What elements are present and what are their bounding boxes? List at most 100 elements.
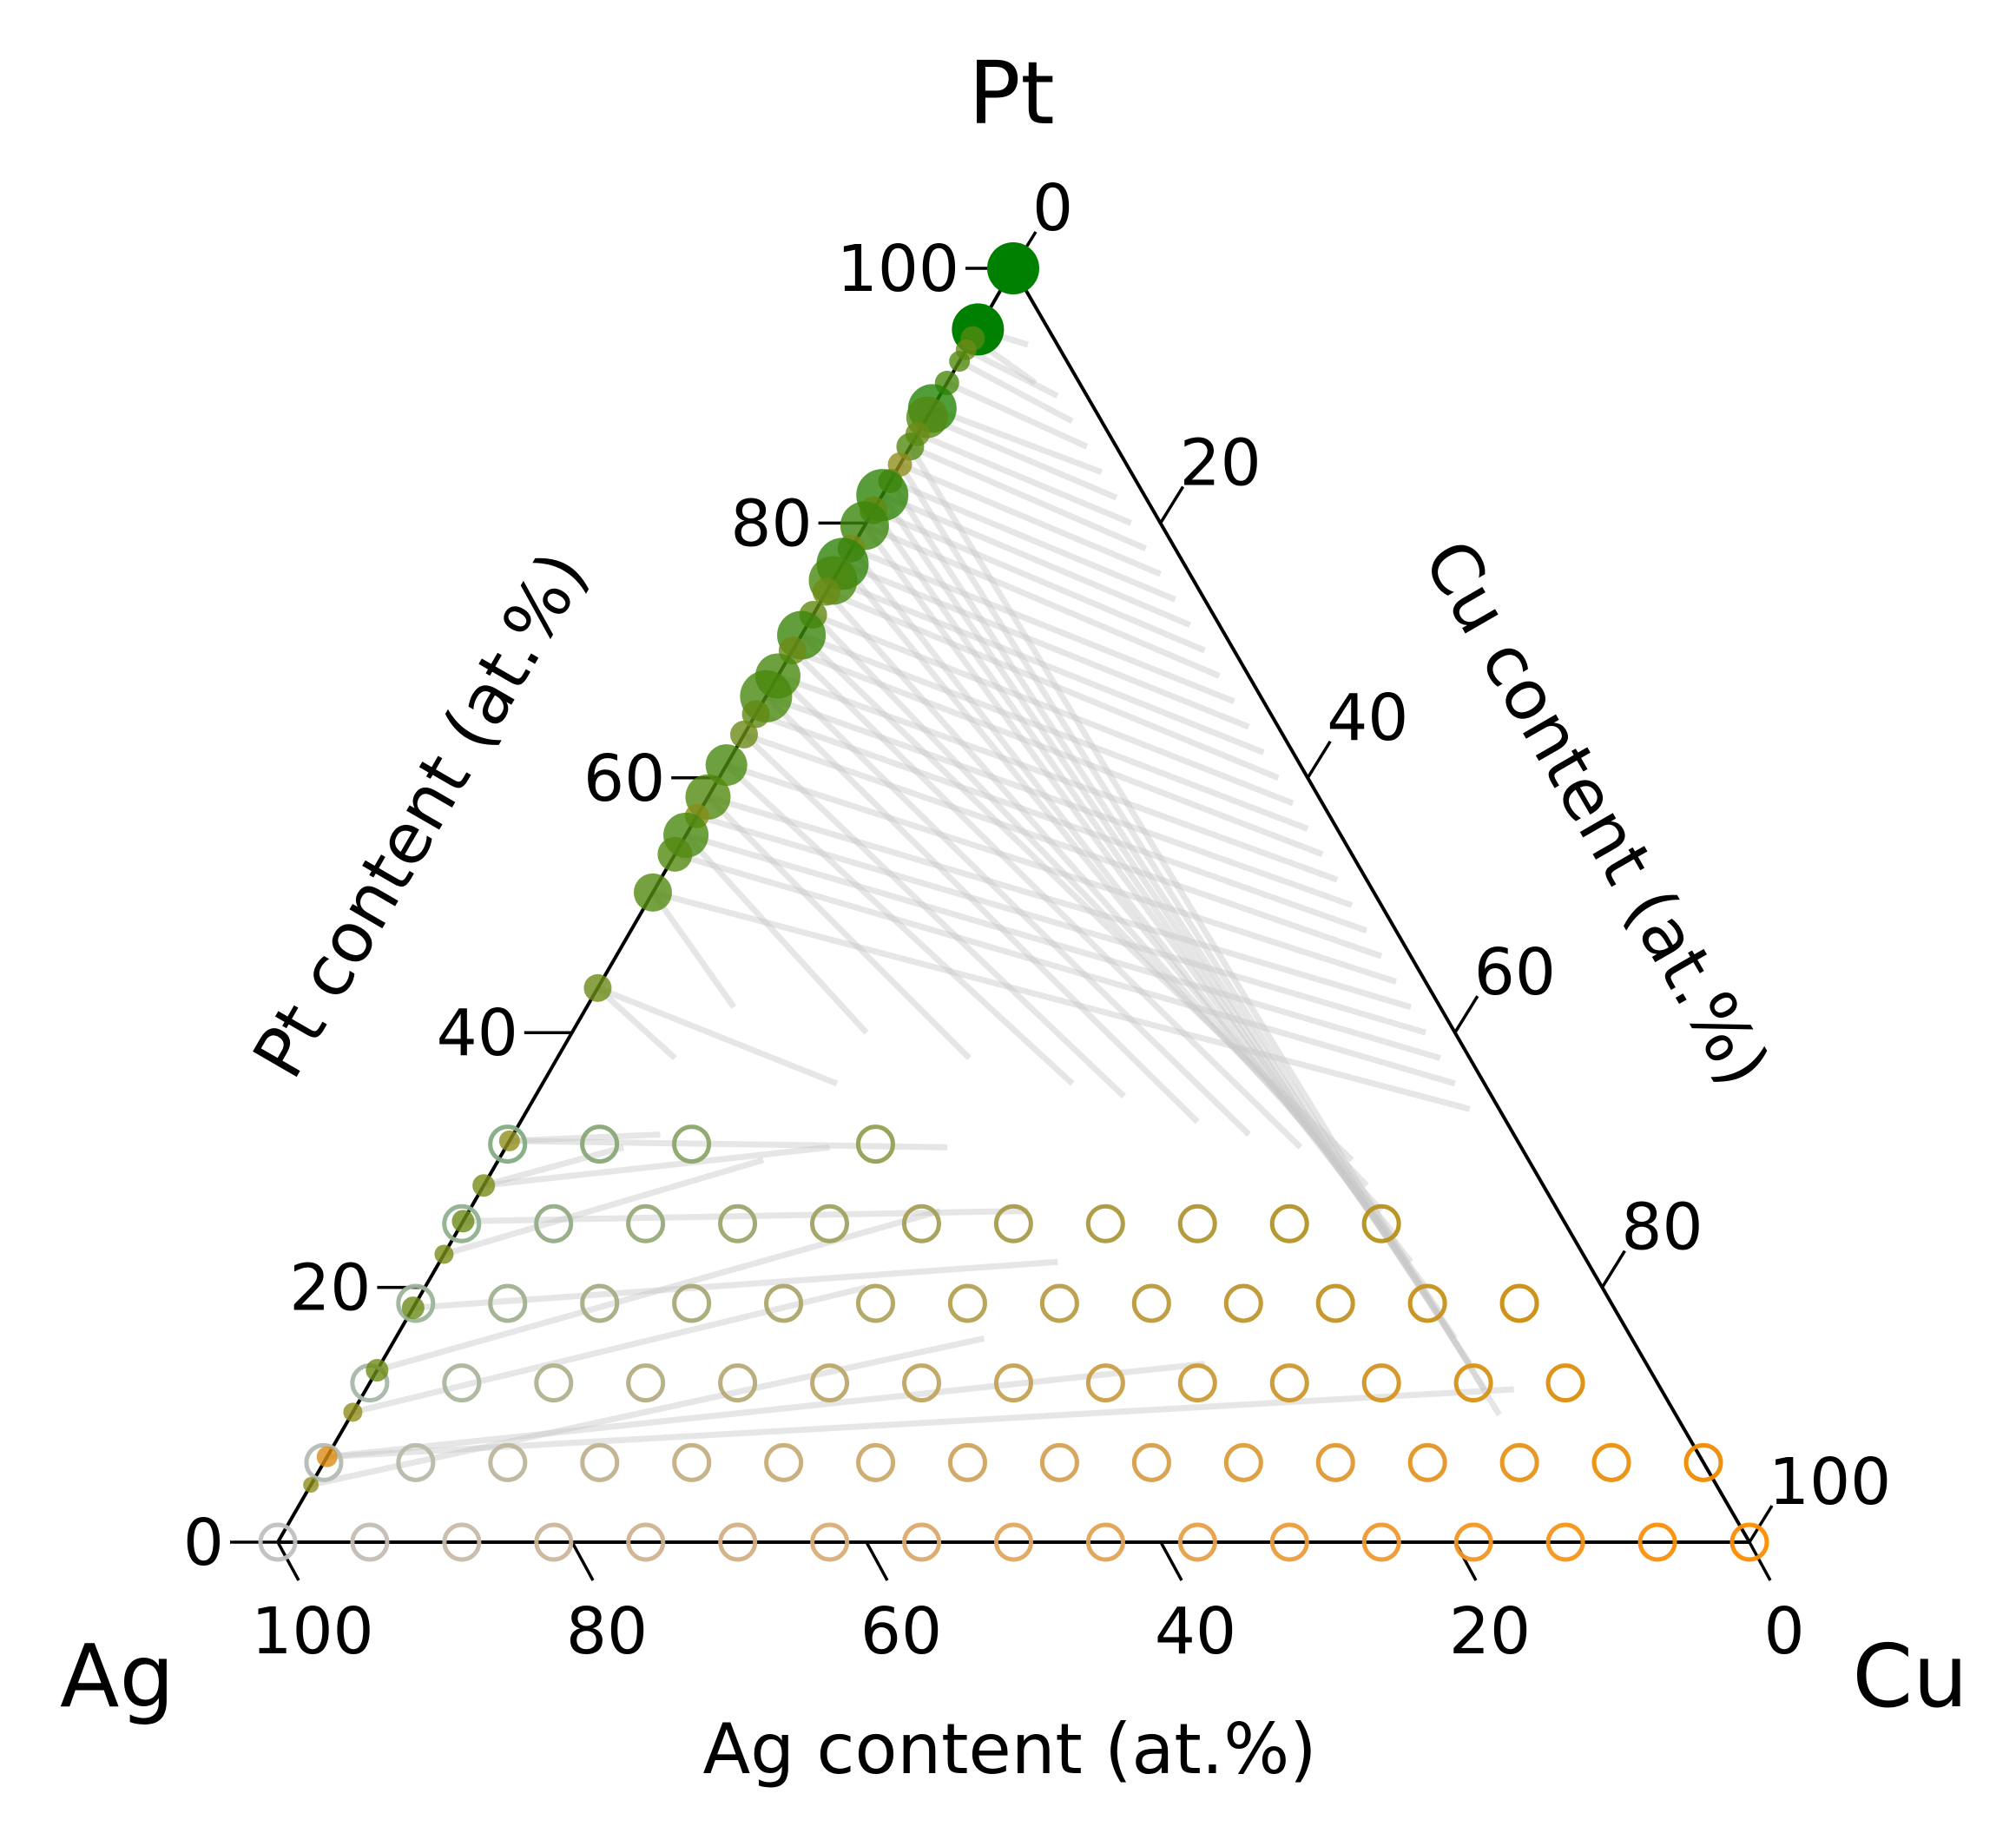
- tie-line: [725, 762, 1398, 985]
- filled-marker: [812, 577, 840, 606]
- open-marker: [580, 1442, 620, 1482]
- tie-line: [463, 1208, 1029, 1224]
- tie-line: [763, 694, 1200, 1124]
- open-marker: [1269, 1363, 1309, 1403]
- tick-label-pt: 60: [583, 742, 665, 816]
- open-marker: [1407, 1283, 1447, 1323]
- open-marker: [1729, 1522, 1769, 1562]
- open-marker: [442, 1363, 482, 1403]
- tie-line: [909, 444, 1148, 551]
- open-marker: [1545, 1522, 1585, 1562]
- tick-cu: [1306, 740, 1332, 779]
- tie-line: [326, 1361, 1206, 1461]
- tie-line: [840, 562, 1399, 1239]
- corner-label-pt: Pt: [968, 43, 1055, 144]
- open-marker: [1545, 1363, 1585, 1403]
- filled-marker: [366, 1358, 389, 1382]
- tie-line: [800, 632, 1309, 832]
- open-marker: [948, 1442, 987, 1482]
- axis-title-ag: Ag content (at.%): [703, 1709, 1317, 1790]
- tie-line: [650, 890, 737, 1009]
- filled-marker: [401, 1296, 425, 1320]
- filled-marker: [434, 1244, 454, 1264]
- tick-cu: [1159, 485, 1185, 524]
- open-marker: [396, 1442, 436, 1482]
- tie-line: [907, 445, 1502, 1417]
- open-marker: [1223, 1283, 1263, 1323]
- tie-line: [848, 546, 1413, 1264]
- filled-marker: [451, 1210, 475, 1233]
- tie-line: [863, 523, 1221, 679]
- corner-label-ag: Ag: [60, 1626, 175, 1727]
- tick-cu: [1453, 995, 1479, 1034]
- filled-marker: [705, 744, 748, 787]
- tick-label-pt: 80: [730, 486, 812, 561]
- open-marker: [1453, 1522, 1493, 1562]
- tie-line: [326, 1386, 1514, 1461]
- tick-ag: [1159, 1541, 1183, 1581]
- open-marker: [1407, 1442, 1447, 1482]
- tie-line: [965, 346, 1059, 399]
- open-marker: [1039, 1442, 1079, 1482]
- tie-line: [880, 493, 1458, 1341]
- tick-cu: [1600, 1250, 1626, 1289]
- open-marker: [993, 1204, 1033, 1243]
- tie-line: [791, 647, 1324, 858]
- open-marker: [442, 1204, 482, 1243]
- open-marker: [1315, 1442, 1355, 1482]
- open-marker: [304, 1442, 344, 1482]
- tie-line: [509, 1138, 948, 1151]
- axis-title-pt: Pt content (at.%): [238, 538, 603, 1091]
- tie-line: [871, 508, 1443, 1315]
- open-marker: [718, 1363, 758, 1403]
- open-marker: [1499, 1442, 1539, 1482]
- open-marker: [764, 1283, 804, 1323]
- open-marker: [580, 1124, 620, 1164]
- filled-marker: [583, 973, 612, 1002]
- open-marker: [534, 1363, 574, 1403]
- filled-marker: [949, 351, 971, 373]
- axis-line-cu: [1011, 267, 1751, 1544]
- open-marker: [396, 1283, 436, 1323]
- open-marker: [488, 1124, 528, 1164]
- corner-label-cu: Cu: [1852, 1626, 1967, 1727]
- open-marker: [1177, 1363, 1217, 1403]
- tie-line: [889, 478, 1176, 603]
- open-marker: [626, 1363, 666, 1403]
- open-marker: [1085, 1522, 1125, 1562]
- tick-label-pt: 40: [437, 996, 518, 1071]
- tie-line: [412, 1258, 1058, 1311]
- tick-ag: [1748, 1541, 1772, 1581]
- tie-line: [799, 632, 1354, 1163]
- tick-ag: [865, 1541, 889, 1581]
- tick-ag: [570, 1541, 595, 1581]
- tie-line: [483, 1144, 830, 1189]
- tie-line: [931, 406, 1104, 475]
- open-marker: [534, 1204, 574, 1243]
- filled-marker: [657, 836, 693, 872]
- open-marker: [902, 1522, 942, 1562]
- tie-line: [776, 673, 1339, 883]
- filled-marker: [729, 720, 758, 749]
- tie-line: [872, 507, 1206, 654]
- open-marker: [810, 1363, 850, 1403]
- tie-line: [695, 813, 1426, 1036]
- open-marker: [488, 1442, 528, 1482]
- open-marker: [994, 1522, 1033, 1562]
- tie-line: [926, 414, 1118, 501]
- tie-line: [958, 359, 1074, 425]
- tie-line: [724, 762, 1075, 1086]
- open-marker: [1223, 1442, 1263, 1482]
- tick-label-ag: 40: [1155, 1594, 1236, 1669]
- tie-lines: [310, 326, 1514, 1488]
- open-marker: [672, 1124, 712, 1164]
- open-marker: [1085, 1363, 1125, 1403]
- open-marker: [718, 1204, 758, 1243]
- tie-line: [742, 731, 1383, 960]
- tie-line: [706, 795, 972, 1061]
- tie-line: [897, 463, 1487, 1391]
- tie-line: [811, 612, 1369, 1188]
- tie-line: [754, 711, 1368, 934]
- open-marker: [947, 1283, 987, 1323]
